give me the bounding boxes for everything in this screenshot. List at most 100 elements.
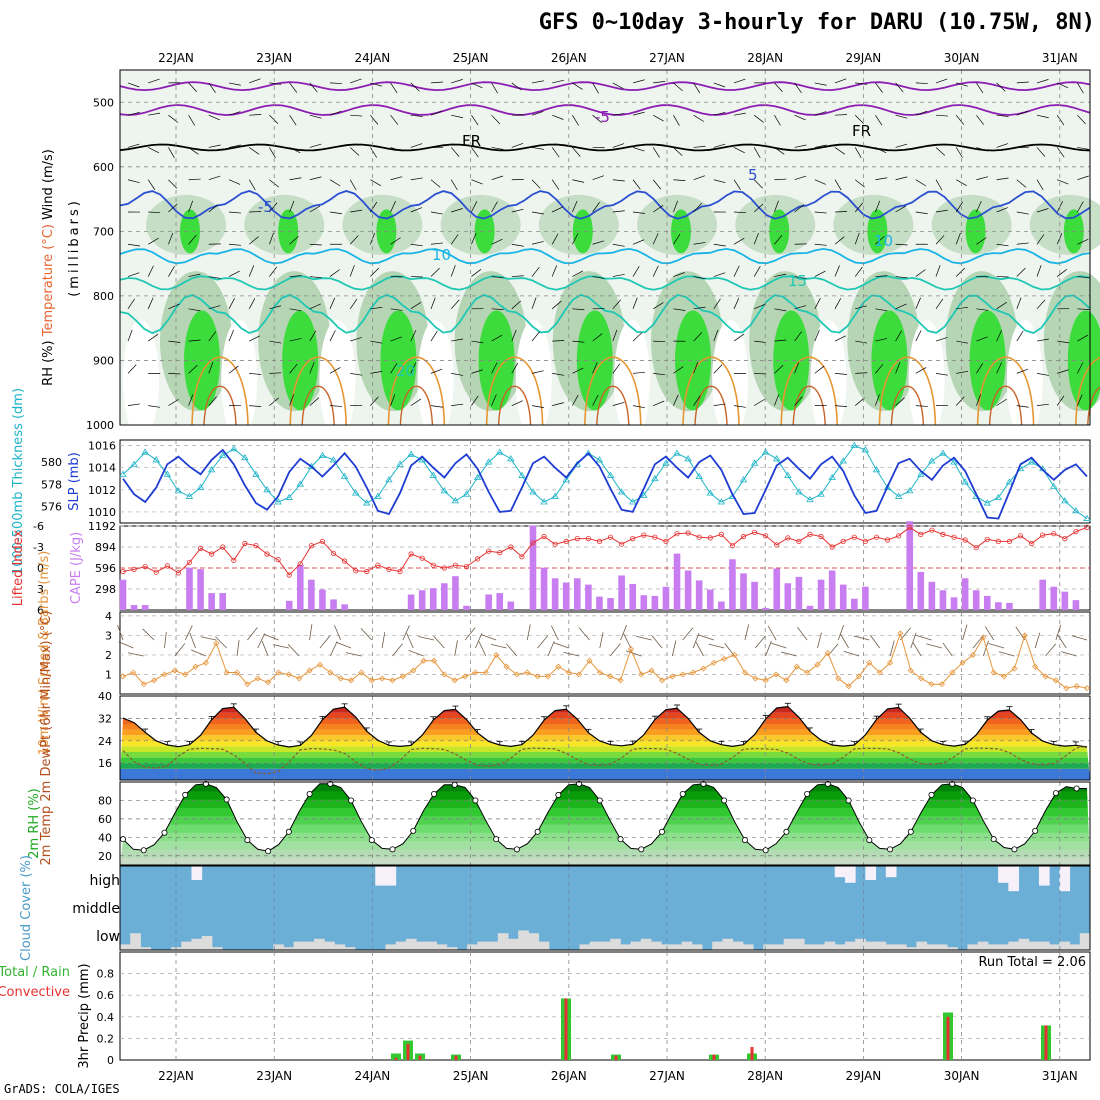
wind-barb [269,82,282,85]
temperature-contour-30 [878,356,937,426]
wind-barb [996,143,1009,148]
date-label-bottom: 26JAN [551,1069,587,1083]
rh-tick-label: 20 [98,850,112,863]
wind-barb [733,265,740,277]
wind-barb [895,143,908,148]
wind-barb [370,396,379,406]
wind-barb [713,179,726,184]
wind-barb [632,297,638,309]
rh-field-high [867,209,888,254]
wind-barb [592,276,605,279]
wind-barb [733,237,745,245]
wind-barb [289,338,302,342]
thickness-point [507,455,515,462]
li-point [164,563,170,569]
wind-speed-line [122,631,1088,689]
wind-barb [471,369,483,374]
wind-speed-point [855,673,863,680]
precip-tick-label: 0.6 [97,989,115,1002]
date-label-top: 31JAN [1042,51,1078,65]
wind-barb [774,364,784,374]
wind-barb [1036,208,1049,213]
rh-field-high [572,209,593,254]
wind-barb [733,405,746,408]
precip-convective-bar [1044,1025,1048,1060]
wind-barb [430,81,443,84]
wind-barb [402,625,410,641]
li-point [330,550,337,556]
wind-barb [329,179,341,187]
cape-bar [928,581,936,610]
wind-barb [744,624,750,641]
cape-bar [773,568,781,610]
wind-barb [653,80,666,84]
precip-tick-label: 0.2 [97,1032,115,1045]
wind-barb [1016,110,1029,116]
temperature-contour-35 [301,385,335,426]
rh-point [327,780,334,787]
wind-speed-point [866,659,873,666]
wind-barb [854,114,864,124]
rh-point [596,797,603,804]
low-cloud-bar [1049,944,1060,950]
thickness-point [518,471,526,478]
low-cloud-bar [293,941,305,950]
li-ylabel: Lifted Index [11,529,26,606]
wind-barb [834,179,842,191]
wind-speed-point [938,681,945,688]
li-point [541,533,547,540]
li-point [186,559,193,566]
rh-tick-label: 60 [98,813,112,826]
wind-barb [511,329,517,342]
wind-barb [982,640,989,657]
temperature-contour-35 [694,385,728,426]
thickness-point [628,498,637,505]
low-cloud-bar [712,941,723,950]
wind-barb [450,265,456,277]
low-cloud-bar [681,941,693,950]
thickness-point [795,488,803,495]
wind-barb [188,178,201,181]
wind-barb [612,299,621,310]
temp-tick-label: 16 [98,757,112,770]
wind-barb [765,640,772,657]
wind-barb [653,114,664,122]
wind-speed-point [627,646,634,653]
wind-barb [962,624,968,641]
cape-bar [308,579,315,610]
wind-barb [895,114,908,119]
contour-label: 20 [396,362,415,380]
wind-barb [693,332,703,342]
cape-bar [219,593,227,610]
temperature-contour-30 [1075,357,1100,426]
wind-barb [491,308,504,311]
wind-barb [491,276,504,279]
wind-speed-point [254,675,261,682]
wind-barb [988,643,1005,649]
wind-barb [249,78,261,84]
wind-barb [713,364,723,374]
temperature-contour-35 [497,385,532,426]
wind-barb [834,78,847,84]
wind-barb [996,207,1008,213]
wind-barb [623,633,632,649]
rh-field-dry [712,319,749,440]
wind-barb [168,373,181,375]
wind-barb [329,82,343,84]
rh-field-high [965,209,986,254]
wind-barb [1036,234,1045,245]
thickness-point [994,493,1003,500]
wind-speed-point [1021,632,1028,639]
wind-speed-point [337,675,344,682]
wind-barb [855,82,868,85]
rh-point [741,837,748,844]
thickness-point [562,476,570,483]
wind-barb [889,640,895,657]
pressure-tick-label: 800 [93,290,114,303]
high-cloud-bar [885,866,897,878]
wind-barb [895,362,901,374]
wind-barb [228,365,239,374]
wind-barb [118,641,134,649]
wind-barb [996,82,1006,92]
wind-barb [753,114,764,123]
